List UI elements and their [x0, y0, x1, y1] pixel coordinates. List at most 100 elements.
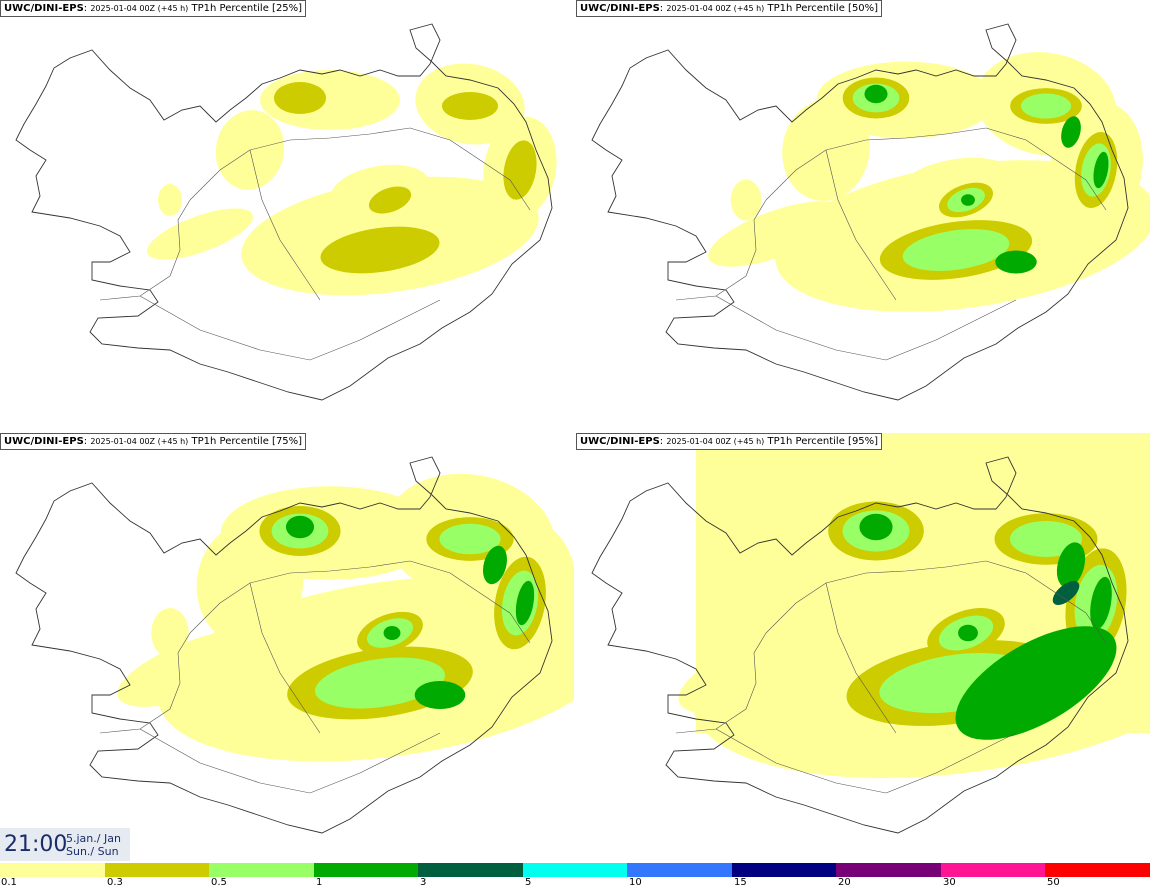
field-label: TP1h Percentile [767, 3, 845, 14]
precip-area [414, 680, 466, 710]
color-scale-ticks: 0.1 0.3 0.5 1 3 5 10 15 20 30 50 [0, 877, 1150, 891]
legend-swatch [627, 863, 732, 877]
legend-tick-label: 0.3 [107, 877, 123, 888]
legend-tick-label: 15 [734, 877, 747, 888]
source-label: UWC/DINI-EPS [4, 3, 84, 14]
panel-title: UWC/DINI-EPS: 2025-01-04 00Z (+45 h) TP1… [0, 433, 307, 450]
road-line [189, 127, 411, 201]
legend-swatch [731, 863, 837, 877]
road-line [715, 728, 1017, 794]
road-line [249, 149, 321, 301]
road-line [985, 560, 1107, 644]
precip-area [503, 140, 537, 200]
road-line [825, 149, 897, 301]
source-label: UWC/DINI-EPS [580, 436, 660, 447]
legend-swatch [522, 863, 628, 877]
legend-tick-label: 0.1 [1, 877, 17, 888]
precip-area [515, 580, 535, 626]
precip-area [1056, 542, 1086, 588]
road-line [985, 127, 1107, 211]
road-line [825, 582, 897, 734]
coastline [15, 456, 553, 834]
road-line [675, 199, 767, 301]
percentile-label: [75%] [272, 436, 303, 447]
precip-area [958, 624, 978, 642]
precip-area [1090, 576, 1112, 630]
precip-area [117, 627, 283, 707]
panel-title: UWC/DINI-EPS: 2025-01-04 00Z (+45 h) TP1… [0, 0, 307, 17]
percentile-label: [50%] [848, 3, 879, 14]
coastline [591, 23, 1129, 401]
road-line [139, 728, 441, 794]
legend-swatch [313, 863, 419, 877]
map-panel-p75: UWC/DINI-EPS: 2025-01-04 00Z (+45 h) TP1… [0, 433, 574, 863]
run-label: 2025-01-04 00Z (+45 h) [666, 4, 765, 13]
legend-swatch [0, 863, 105, 877]
map-panel-p25: UWC/DINI-EPS: 2025-01-04 00Z (+45 h) TP1… [0, 0, 574, 430]
valid-time: 21:00 [4, 832, 68, 857]
precip-area [1020, 93, 1072, 119]
precip-map [15, 456, 574, 834]
road-line [675, 632, 767, 734]
precip-area [1061, 116, 1081, 148]
legend-swatch [104, 863, 210, 877]
precip-area [730, 179, 762, 221]
road-line [99, 632, 191, 734]
coastline [591, 456, 1129, 834]
legend-tick-label: 10 [629, 877, 642, 888]
source-label: UWC/DINI-EPS [4, 436, 84, 447]
precip-area [1093, 151, 1109, 189]
precip-area [315, 657, 445, 709]
road-line [715, 295, 1017, 361]
valid-date-line2: Sun./ Sun [66, 845, 119, 858]
precip-area [678, 619, 874, 715]
precip-map [15, 23, 557, 401]
road-line [409, 560, 531, 644]
road-line [189, 560, 411, 634]
legend-tick-label: 0.5 [211, 877, 227, 888]
map-panel-p50: UWC/DINI-EPS: 2025-01-04 00Z (+45 h) TP1… [576, 0, 1150, 430]
run-label: 2025-01-04 00Z (+45 h) [666, 437, 765, 446]
precip-area [483, 545, 507, 585]
legend-swatch [836, 863, 941, 877]
legend-tick-label: 5 [525, 877, 532, 888]
valid-date: 5.jan./ Jan Sun./ Sun [66, 832, 121, 858]
precip-area [961, 194, 975, 206]
coastline [15, 23, 553, 401]
run-label: 2025-01-04 00Z (+45 h) [90, 4, 189, 13]
precip-area [442, 92, 498, 120]
precip-area [723, 603, 769, 663]
precip-area [158, 184, 182, 216]
legend-swatch [940, 863, 1046, 877]
precip-field [117, 473, 574, 762]
source-label: UWC/DINI-EPS [580, 3, 660, 14]
precip-area [859, 513, 893, 541]
precip-map [591, 23, 1150, 401]
precip-area [955, 626, 1117, 740]
precip-area [320, 226, 440, 274]
color-scale-legend [0, 863, 1150, 877]
road-line [409, 127, 531, 211]
field-label: TP1h Percentile [191, 3, 269, 14]
road-line [139, 295, 441, 361]
precip-area [902, 229, 1010, 271]
legend-swatch [1045, 863, 1150, 877]
precip-map [591, 433, 1150, 834]
precip-area [147, 208, 253, 260]
panel-title: UWC/DINI-EPS: 2025-01-04 00Z (+45 h) TP1… [576, 433, 883, 450]
field-label: TP1h Percentile [767, 436, 845, 447]
precip-field [147, 63, 557, 296]
precip-area [151, 608, 189, 658]
precip-area [383, 625, 401, 641]
road-line [765, 127, 987, 201]
road-line [99, 199, 191, 301]
legend-tick-label: 1 [316, 877, 323, 888]
precip-field [678, 433, 1150, 779]
precip-area [285, 515, 315, 539]
valid-time-box: 21:00 5.jan./ Jan Sun./ Sun [0, 828, 130, 861]
legend-tick-label: 50 [1047, 877, 1060, 888]
precip-area [708, 201, 844, 267]
percentile-label: [25%] [272, 3, 303, 14]
legend-tick-label: 3 [420, 877, 427, 888]
precip-area [864, 84, 888, 104]
